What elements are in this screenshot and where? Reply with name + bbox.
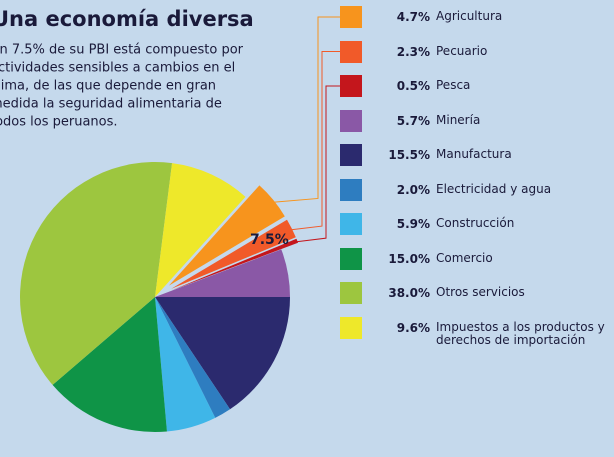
- legend-swatch: [340, 144, 362, 166]
- subtitle-line: clima, de las que depende en gran: [0, 79, 216, 94]
- legend-label: Construcción: [436, 216, 515, 230]
- value-label: 15.0%: [388, 251, 430, 266]
- legend-item: 38.0% Otros servicios: [340, 282, 614, 304]
- pie-slice: [168, 185, 285, 286]
- legend-label: Agricultura: [436, 9, 503, 23]
- legend-item: 15.0% Comercio: [340, 247, 614, 270]
- value-label: 2.3%: [396, 44, 430, 59]
- pie-slice: [155, 297, 216, 432]
- legend-item: 2.3% Pecuario: [340, 40, 614, 63]
- legend-swatch: [340, 316, 362, 339]
- legend-item: 4.7% Agricultura: [340, 6, 614, 28]
- value-label: 5.7%: [396, 113, 430, 128]
- legend-item: 2.0% Electricidad y agua: [340, 178, 614, 201]
- legend-swatch: [340, 282, 362, 304]
- subtitle-line: actividades sensibles a cambios en el: [0, 61, 235, 76]
- legend-swatch: [340, 213, 362, 235]
- legend-swatch: [340, 6, 362, 28]
- legend-label: Pecuario: [436, 43, 488, 58]
- legend-swatch: [340, 178, 362, 201]
- subtitle-line: medida la seguridad alimentaria de: [0, 97, 222, 112]
- value-label: 15.5%: [388, 148, 430, 162]
- pie-slice: [155, 297, 231, 418]
- legend-item: 5.7% Minería: [340, 109, 614, 132]
- legend-label: Electricidad y agua: [436, 181, 552, 196]
- chart-title: Una economía diversa: [0, 7, 254, 31]
- pie-slice: [171, 219, 296, 289]
- legend-item: 9.6% Impuestos a los productos y derechos…: [340, 316, 614, 347]
- pie-slice: [52, 297, 167, 432]
- subtitle-line: todos los peruanos.: [0, 115, 118, 130]
- legend-label: Pesca: [436, 78, 471, 92]
- value-label: 9.6%: [396, 320, 430, 335]
- value-label: 38.0%: [388, 286, 430, 300]
- legend-item: 15.5% Manufactura: [340, 144, 614, 166]
- value-label: 4.7%: [396, 10, 430, 24]
- legend-item: 5.9% Construcción: [340, 213, 614, 235]
- annotation: 7.5%: [250, 232, 289, 248]
- legend-item: 0.5% Pesca: [340, 75, 614, 97]
- pie-slice: [155, 249, 290, 297]
- value-label: 0.5%: [396, 79, 430, 93]
- legend-label: Otros servicios: [436, 285, 525, 299]
- legend-label: Minería: [436, 112, 481, 127]
- subtitle-line: Un 7.5% de su PBI está compuesto por: [0, 43, 244, 58]
- pie-slice: [155, 163, 246, 297]
- leader-line: [288, 51, 340, 231]
- leader-line: [293, 85, 340, 243]
- legend-swatch: [340, 75, 362, 97]
- pie-slice: [155, 297, 290, 410]
- legend-swatch: [340, 40, 362, 63]
- legend-swatch: [340, 109, 362, 132]
- leader-line: [270, 16, 340, 203]
- pie-slice: [171, 238, 299, 291]
- pie-slice: [20, 162, 173, 385]
- value-label: 5.9%: [396, 217, 430, 231]
- legend-label: Comercio: [436, 250, 493, 265]
- value-label: 2.0%: [396, 182, 430, 197]
- legend-swatch: [340, 247, 362, 270]
- legend-label: Impuestos a los productos y derechos de …: [436, 319, 605, 347]
- legend-label: Manufactura: [436, 147, 512, 161]
